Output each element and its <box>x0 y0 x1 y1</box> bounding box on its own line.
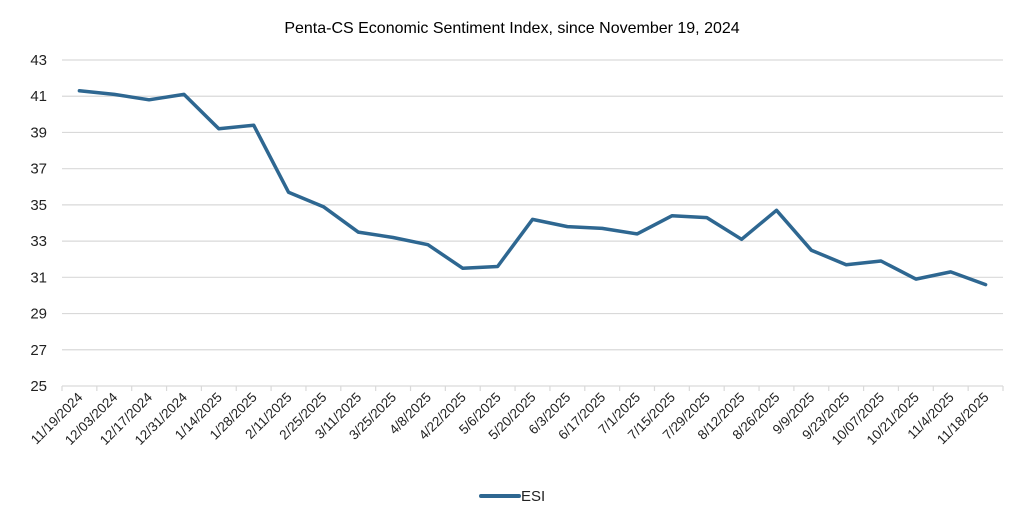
data-point <box>880 260 883 263</box>
data-point <box>461 267 464 270</box>
data-point <box>148 98 151 101</box>
data-point <box>217 127 220 130</box>
y-tick-label: 35 <box>30 197 47 214</box>
y-axis-ticks: 25 27 29 31 33 35 37 39 41 43 <box>30 52 47 395</box>
y-tick-label: 43 <box>30 52 47 69</box>
data-point <box>113 93 116 96</box>
legend-label-esi: ESI <box>521 488 545 505</box>
y-tick-label: 33 <box>30 233 47 250</box>
y-tick-label: 27 <box>30 342 47 359</box>
data-point <box>322 205 325 208</box>
y-tick-label: 29 <box>30 306 47 323</box>
data-point <box>984 283 987 286</box>
data-point <box>287 191 290 194</box>
data-point <box>914 278 917 281</box>
data-point <box>845 263 848 266</box>
data-point <box>670 214 673 217</box>
x-axis <box>61 386 1004 391</box>
data-point <box>392 236 395 239</box>
data-point <box>601 227 604 230</box>
data-point <box>775 209 778 212</box>
legend: ESI <box>479 488 545 505</box>
data-point <box>426 243 429 246</box>
data-point <box>810 249 813 252</box>
data-point <box>705 216 708 219</box>
series-line-esi <box>77 89 988 287</box>
data-point <box>182 93 185 96</box>
chart-title: Penta-CS Economic Sentiment Index, since… <box>284 20 739 37</box>
data-point <box>636 232 639 235</box>
data-point <box>496 265 499 268</box>
data-point <box>740 238 743 241</box>
data-point <box>357 231 360 234</box>
data-point <box>949 270 952 273</box>
data-point <box>78 89 81 92</box>
x-axis-ticks: 11/19/202412/03/202412/17/202412/31/2024… <box>28 389 992 448</box>
data-point <box>252 124 255 127</box>
y-tick-label: 37 <box>30 161 47 178</box>
data-point <box>566 225 569 228</box>
y-tick-label: 25 <box>30 378 47 395</box>
data-point <box>531 218 534 221</box>
series-group <box>77 89 988 287</box>
gridlines <box>62 59 1003 387</box>
y-tick-label: 39 <box>30 124 47 141</box>
y-tick-label: 41 <box>30 88 47 105</box>
y-tick-label: 31 <box>30 269 47 286</box>
